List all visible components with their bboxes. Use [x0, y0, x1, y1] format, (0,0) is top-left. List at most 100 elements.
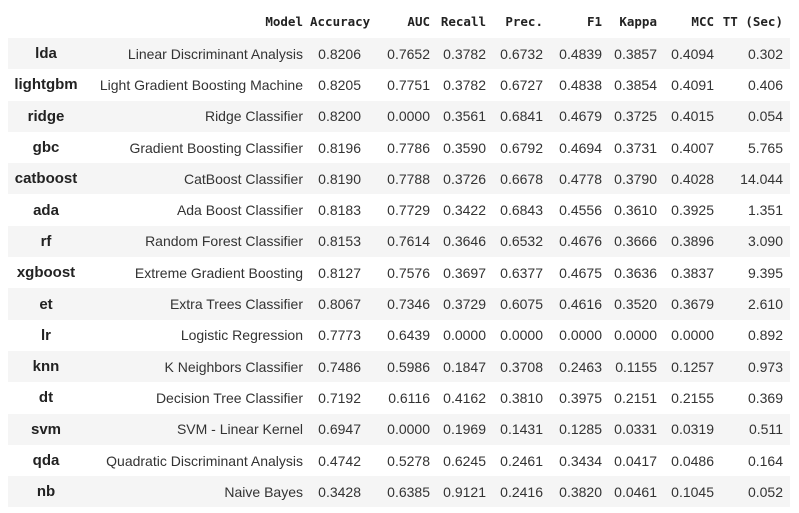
- table-row: catboost CatBoost Classifier 0.8190 0.7788 0…: [8, 163, 790, 195]
- metric-cell: 0.8196: [318, 139, 361, 156]
- model-name: CatBoost Classifier: [183, 170, 303, 187]
- model-name: Gradient Boosting Classifier: [129, 139, 303, 156]
- table-header: Model Accuracy AUC Recall Prec. F1 Kappa MCC TT …: [8, 4, 790, 38]
- column-header: AUC: [407, 13, 430, 29]
- metric-cell: 2.610: [747, 296, 783, 313]
- metric-cell: 0.3782: [443, 76, 486, 93]
- column-header: TT (Sec): [722, 13, 783, 29]
- metric-cell: 0.5278: [387, 452, 430, 469]
- metric-cell: 0.3731: [614, 139, 657, 156]
- metric-cell: 0.4556: [559, 202, 602, 219]
- model-name: Linear Discriminant Analysis: [127, 45, 303, 62]
- metric-cell: 0.511: [749, 421, 783, 438]
- metric-cell: 0.4162: [443, 389, 486, 406]
- metric-cell: 0.8183: [318, 202, 361, 219]
- metric-cell: 0.1969: [443, 421, 486, 438]
- metric-cell: 0.7576: [387, 264, 430, 281]
- metric-cell: 0.2151: [614, 389, 657, 406]
- metric-cell: 0.3428: [318, 483, 361, 500]
- metric-cell: 0.6947: [318, 421, 361, 438]
- table-row: lightgbm Light Gradient Boosting Machine 0…: [8, 69, 790, 100]
- table-row: knn K Neighbors Classifier 0.7486 0.5986 0.1…: [8, 350, 790, 383]
- metric-cell: 0.6732: [500, 45, 543, 62]
- metric-cell: 0.6116: [388, 389, 430, 406]
- metric-cell: 0.3975: [559, 389, 602, 406]
- table-body: lda Linear Discriminant Analysis 0.8206 0.7…: [8, 38, 790, 508]
- metric-cell: 0.3726: [443, 170, 486, 187]
- row-index: nb: [36, 483, 56, 501]
- metric-cell: 0.4007: [671, 139, 714, 156]
- metric-cell: 0.0000: [387, 421, 430, 438]
- metric-cell: 0.0331: [614, 421, 657, 438]
- table-row: et Extra Trees Classifier 0.8067 0.7346 0.37…: [8, 288, 790, 320]
- metric-cell: 0.8205: [318, 76, 361, 93]
- table-row: nb Naive Bayes 0.3428 0.6385 0.9121 0.2416 0.3…: [8, 476, 790, 508]
- metric-cell: 0.1257: [671, 358, 714, 375]
- model-name: Extreme Gradient Boosting: [134, 264, 303, 281]
- metric-cell: 0.7773: [318, 327, 361, 344]
- column-header: MCC: [691, 13, 714, 29]
- metric-cell: 0.3666: [614, 233, 657, 250]
- row-index: knn: [32, 358, 60, 376]
- metric-cell: 0.6843: [500, 202, 543, 219]
- model-name: SVM - Linear Kernel: [176, 421, 303, 438]
- metric-cell: 0.4094: [671, 45, 714, 62]
- metric-cell: 0.0000: [500, 327, 543, 344]
- model-name: Decision Tree Classifier: [155, 389, 303, 406]
- metric-cell: 0.0000: [671, 327, 714, 344]
- metric-cell: 0.3697: [443, 264, 486, 281]
- row-index: et: [39, 295, 53, 313]
- metric-cell: 0.3810: [500, 389, 543, 406]
- row-index: svm: [30, 420, 62, 438]
- metric-cell: 0.3782: [443, 45, 486, 62]
- row-index: gbc: [32, 139, 60, 157]
- model-name: K Neighbors Classifier: [164, 358, 304, 375]
- metric-cell: 0.6727: [500, 76, 543, 93]
- metric-cell: 0.6245: [443, 452, 486, 469]
- metric-cell: 0.4679: [559, 108, 602, 125]
- metric-cell: 0.3679: [671, 296, 714, 313]
- column-header: Accuracy: [310, 13, 371, 29]
- metric-cell: 0.0461: [614, 483, 657, 500]
- column-header: Model: [265, 13, 303, 29]
- metric-cell: 0.3434: [559, 452, 602, 469]
- table-row: gbc Gradient Boosting Classifier 0.8196 0.7…: [8, 132, 790, 163]
- metric-cell: 0.2155: [671, 389, 714, 406]
- model-name: Extra Trees Classifier: [169, 296, 303, 313]
- metric-cell: 0.9121: [443, 483, 486, 500]
- metric-cell: 0.0000: [614, 327, 657, 344]
- row-index: catboost: [14, 170, 78, 188]
- row-index: lda: [35, 45, 57, 63]
- metric-cell: 0.3708: [500, 358, 543, 375]
- metric-cell: 0.7192: [318, 389, 361, 406]
- table-row: lr Logistic Regression 0.7773 0.6439 0.0000 0…: [8, 320, 790, 351]
- metric-cell: 0.1431: [500, 421, 543, 438]
- metric-cell: 0.369: [747, 389, 783, 406]
- metric-cell: 0.3896: [671, 233, 714, 250]
- metric-cell: 0.3636: [614, 264, 657, 281]
- metric-cell: 0.7786: [387, 139, 430, 156]
- metric-cell: 3.090: [747, 233, 783, 250]
- metric-cell: 0.6385: [387, 483, 430, 500]
- metric-cell: 0.4676: [559, 233, 602, 250]
- metric-cell: 0.8200: [318, 108, 361, 125]
- metric-cell: 0.973: [747, 358, 783, 375]
- metric-cell: 0.0000: [387, 108, 430, 125]
- metric-cell: 14.044: [740, 170, 783, 187]
- metric-cell: 0.3820: [559, 483, 602, 500]
- row-index: lightgbm: [14, 76, 78, 94]
- results-table: Model Accuracy AUC Recall Prec. F1 Kappa MCC TT …: [8, 4, 790, 508]
- metric-cell: 0.2461: [500, 452, 543, 469]
- metric-cell: 0.4839: [559, 45, 602, 62]
- metric-cell: 0.892: [747, 327, 783, 344]
- metric-cell: 0.4091: [671, 76, 714, 93]
- column-header: Recall: [440, 13, 486, 29]
- metric-cell: 0.8153: [318, 233, 361, 250]
- metric-cell: 0.3837: [671, 264, 714, 281]
- metric-cell: 0.1155: [615, 358, 657, 375]
- metric-cell: 0.302: [747, 45, 783, 62]
- metric-cell: 0.6532: [500, 233, 543, 250]
- row-index: ada: [33, 201, 59, 219]
- table-row: ridge Ridge Classifier 0.8200 0.0000 0.3561 0…: [8, 100, 790, 132]
